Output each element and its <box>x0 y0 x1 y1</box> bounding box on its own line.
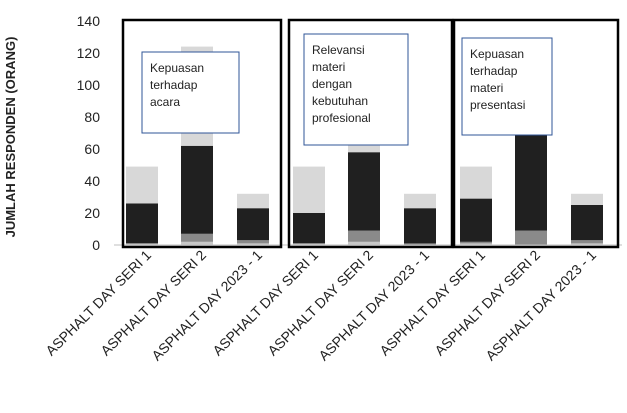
annotation-box <box>141 51 240 134</box>
annotation-box <box>461 37 553 136</box>
bar-segment-4 <box>571 193 603 205</box>
bar-segment-3 <box>348 152 380 231</box>
y-tick-label: 0 <box>92 237 100 253</box>
bar-segment-3 <box>404 208 436 244</box>
bar-segment-3 <box>515 133 547 231</box>
bar-segment-1 <box>571 243 603 245</box>
panel-border <box>287 18 454 249</box>
bar-segment-4 <box>293 166 325 213</box>
bar-segment-1 <box>237 243 269 245</box>
x-tick-label: ASPHALT DAY SERI 1 <box>42 247 154 359</box>
bar-segment-4 <box>126 166 158 204</box>
panel-border <box>121 18 283 249</box>
annotation-box <box>303 33 409 146</box>
bar-segment-3 <box>293 213 325 244</box>
bar-segment-1 <box>293 243 325 245</box>
x-tick-label: ASPHALT DAY 2023 - 1 <box>482 247 599 364</box>
annotation-text: Kepuasan terhadap acara <box>150 61 204 109</box>
bar-segment-3 <box>181 145 213 234</box>
x-tick-label: ASPHALT DAY SERI 2 <box>431 247 543 359</box>
y-axis-label: JUMLAH RESPONDEN (ORANG) <box>3 37 18 238</box>
bar-segment-2 <box>181 233 213 242</box>
x-tick-label: ASPHALT DAY 2023 - 1 <box>315 247 432 364</box>
x-tick-label: ASPHALT DAY SERI 2 <box>97 247 209 359</box>
x-tick-label: ASPHALT DAY SERI 1 <box>209 247 321 359</box>
y-tick-label: 140 <box>77 13 101 29</box>
y-tick-label: 40 <box>84 173 100 189</box>
bar-segment-3 <box>126 203 158 244</box>
bar-segment-2 <box>460 241 492 244</box>
bar-segment-4 <box>460 166 492 199</box>
bar-segment-4 <box>237 193 269 209</box>
x-tick-label: ASPHALT DAY 2023 - 1 <box>148 247 265 364</box>
bar-segment-2 <box>404 243 436 245</box>
y-tick-label: 80 <box>84 109 100 125</box>
bar-segment-4 <box>404 193 436 209</box>
y-tick-label: 120 <box>77 45 101 61</box>
bar-segment-3 <box>571 205 603 241</box>
y-tick-label: 60 <box>84 141 100 157</box>
bar-segment-1 <box>126 243 158 245</box>
bar-segment-2 <box>571 240 603 244</box>
bar-segment-1 <box>348 241 380 245</box>
bar-segment-2 <box>515 230 547 245</box>
x-tick-label: ASPHALT DAY SERI 2 <box>264 247 376 359</box>
bar-segment-3 <box>460 198 492 242</box>
bar-segment-2 <box>348 230 380 242</box>
y-tick-label: 100 <box>77 77 101 93</box>
bar-segment-1 <box>181 241 213 245</box>
bar-segment-1 <box>460 243 492 245</box>
bar-segment-2 <box>237 240 269 244</box>
panel-border <box>452 18 620 249</box>
bar-segment-3 <box>237 208 269 241</box>
y-tick-label: 20 <box>84 205 100 221</box>
x-tick-label: ASPHALT DAY SERI 1 <box>376 247 488 359</box>
annotation-text: Kepuasan terhadap materi presentasi <box>470 47 525 112</box>
annotation-text: Relevansi materi dengan kebutuhan profesiona… <box>312 43 371 125</box>
